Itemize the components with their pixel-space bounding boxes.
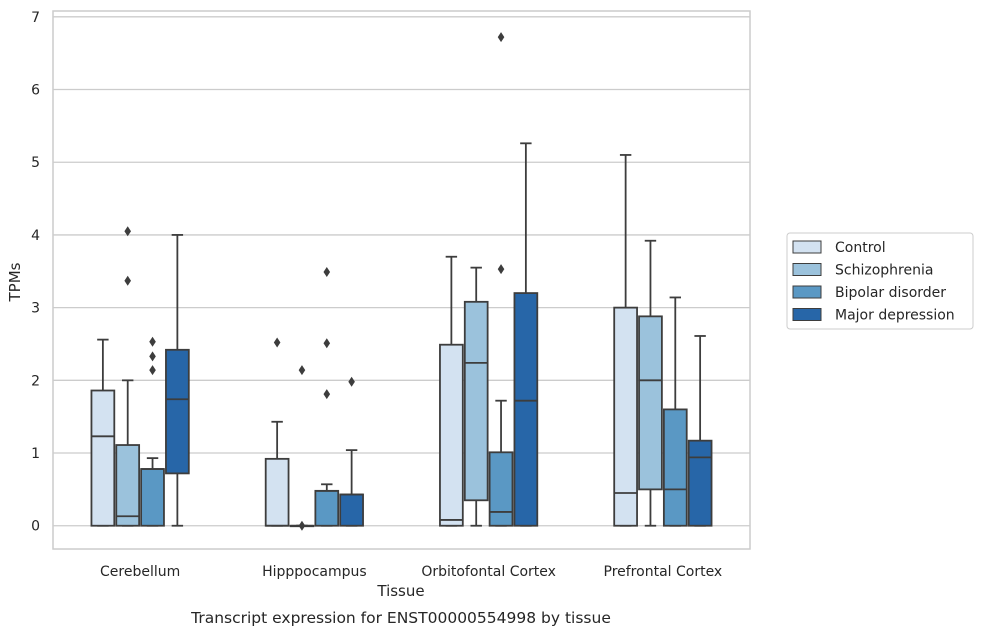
y-tick-label: 4	[31, 228, 40, 244]
y-tick-label: 5	[31, 155, 40, 171]
x-tick-label: Orbitofontal Cortex	[421, 564, 556, 580]
box-body	[140, 468, 165, 527]
box-body	[264, 457, 290, 527]
legend-swatch	[792, 263, 822, 276]
box-bipolar-disorder	[488, 32, 514, 527]
box-schizophrenia	[289, 365, 315, 531]
legend-label: Control	[835, 240, 886, 256]
outlier-point	[323, 338, 331, 349]
outlier-point	[149, 351, 156, 362]
box-control	[264, 337, 290, 527]
legend-label: Schizophrenia	[835, 263, 933, 279]
plot-frame	[52, 10, 751, 550]
x-tick-label: Cerebellum	[100, 564, 180, 580]
outlier-point	[124, 226, 132, 237]
box-schizophrenia	[463, 266, 489, 527]
box-major-depression	[165, 234, 190, 527]
legend-frame	[786, 232, 974, 330]
box-bipolar-disorder	[314, 267, 340, 527]
legend: Control Schizophrenia Bipolar disorder Majo…	[786, 232, 974, 330]
legend-swatch	[792, 308, 822, 321]
outlier-point	[298, 365, 306, 376]
box-schizophrenia	[115, 226, 141, 527]
outlier-point	[497, 32, 505, 43]
y-tick-label: 7	[31, 10, 40, 26]
box-body	[662, 408, 688, 527]
box-body	[463, 300, 489, 502]
outlier-point	[149, 365, 156, 376]
legend-label: Major depression	[835, 308, 955, 324]
legend-swatch	[792, 285, 822, 299]
y-tick-label: 1	[31, 446, 40, 462]
box-schizophrenia	[638, 239, 663, 527]
y-tick-label: 6	[31, 83, 40, 99]
x-tick-label: Hipppocampus	[262, 564, 367, 580]
outlier-point	[124, 275, 132, 286]
outlier-point	[497, 264, 505, 275]
box-body	[613, 306, 638, 527]
y-tick-label: 0	[31, 519, 40, 535]
outlier-point	[273, 337, 281, 348]
box-body	[165, 348, 190, 475]
outlier-point	[348, 376, 355, 387]
box-control	[613, 154, 638, 527]
box-body	[90, 389, 116, 527]
x-tick-labels: Cerebellum Hipppocampus Orbitofontal Corte…	[100, 564, 722, 580]
legend-swatch	[792, 240, 822, 254]
boxes	[90, 32, 713, 531]
box-control	[90, 338, 116, 527]
y-axis-label: TPMs	[6, 262, 24, 302]
box-bipolar-disorder	[662, 296, 688, 527]
outlier-point	[323, 267, 331, 278]
box-body	[439, 343, 464, 527]
box-body	[488, 451, 514, 527]
y-tick-label: 3	[31, 301, 40, 317]
box-bipolar-disorder	[140, 336, 165, 527]
box-body	[115, 444, 141, 527]
outlier-point	[323, 389, 331, 400]
x-tick-label: Prefrontal Cortex	[604, 564, 723, 580]
chart-caption: Transcript expression for ENST0000055499…	[190, 609, 611, 627]
x-axis-label: Tissue	[376, 582, 424, 600]
legend-label: Bipolar disorder	[835, 285, 946, 301]
box-major-depression	[687, 335, 713, 527]
outlier-point	[149, 336, 156, 347]
box-body	[314, 489, 340, 527]
box-body	[638, 315, 663, 491]
outlier-point	[298, 520, 306, 531]
box-major-depression	[513, 142, 539, 527]
y-tick-labels: 0 1 2 3 4 5 6 7	[31, 10, 40, 535]
box-body	[513, 292, 539, 527]
box-major-depression	[339, 376, 364, 527]
y-tick-label: 2	[31, 373, 40, 389]
box-control	[439, 255, 464, 527]
box-body	[339, 493, 364, 527]
box-body	[687, 439, 713, 527]
